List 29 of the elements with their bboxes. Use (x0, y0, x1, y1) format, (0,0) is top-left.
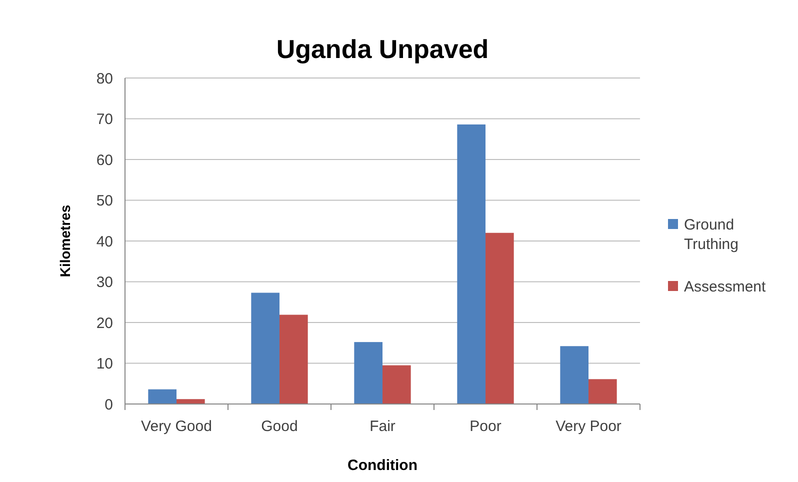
bar (457, 124, 486, 404)
y-tick-label: 50 (96, 192, 113, 210)
bar (176, 399, 205, 404)
y-tick-label: 40 (96, 233, 113, 250)
bar (251, 292, 280, 404)
bar (382, 365, 411, 404)
bar (486, 232, 514, 404)
chart-title: Uganda Unpaved (276, 34, 489, 64)
y-tick-label: 60 (96, 152, 113, 169)
y-tick-label: 0 (104, 396, 113, 414)
y-tick-label: 10 (96, 356, 113, 372)
bar (560, 346, 588, 404)
bar (280, 314, 308, 404)
x-tick-label: Very Poor (556, 418, 622, 435)
x-tick-label: Fair (370, 418, 396, 435)
legend-label: Ground Truthing (684, 216, 738, 253)
y-tick-label: 20 (96, 314, 113, 332)
bar (148, 389, 176, 404)
y-tick-label: 80 (96, 70, 113, 88)
bar (354, 342, 382, 404)
x-axis-title: Condition (348, 457, 418, 474)
x-tick-label: Good (261, 418, 298, 435)
y-axis-title: Kilometres (57, 204, 73, 278)
y-tick-label: 30 (96, 274, 113, 291)
x-tick-label: Poor (470, 418, 502, 435)
bar (588, 379, 617, 404)
y-tick-label: 70 (96, 111, 113, 128)
legend-label: Assessment (684, 278, 767, 296)
x-tick-label: Very Good (141, 418, 212, 435)
